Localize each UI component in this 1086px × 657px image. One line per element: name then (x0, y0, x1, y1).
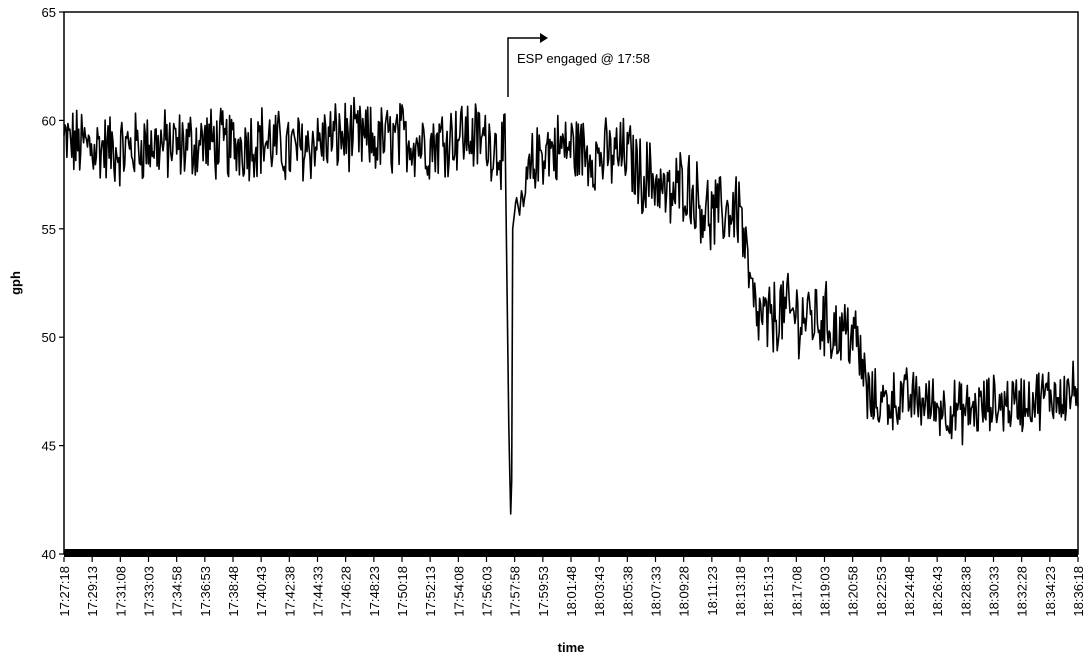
x-tick-label: 17:57:58 (508, 566, 523, 617)
x-axis-title: time (558, 640, 585, 655)
x-tick-label: 17:44:33 (311, 566, 326, 617)
x-tick-label: 18:17:08 (789, 566, 804, 617)
annotation-text: ESP engaged @ 17:58 (517, 51, 650, 66)
x-tick-label: 18:03:43 (592, 566, 607, 617)
y-axis-title: gph (8, 271, 23, 295)
x-tick-label: 17:46:28 (339, 566, 354, 617)
x-tick-label: 17:38:48 (226, 566, 241, 617)
x-tick-label: 18:28:38 (958, 566, 973, 617)
x-tick-label: 17:59:53 (536, 566, 551, 617)
x-tick-label: 17:52:13 (423, 566, 438, 617)
x-tick-label: 17:50:18 (395, 566, 410, 617)
annotation-arrowhead-icon (540, 33, 548, 43)
x-tick-label: 18:34:23 (1043, 566, 1058, 617)
series-line-gph (63, 96, 1079, 515)
x-axis: 17:27:18 17:29:13 17:31:08 17:33:03 17:34:58… (57, 549, 1086, 617)
x-tick-label: 17:42:38 (282, 566, 297, 617)
x-tick-label: 17:56:03 (480, 566, 495, 617)
annotation-arrow-icon (507, 37, 540, 97)
plot-frame (63, 11, 1079, 555)
x-tick-label: 18:26:43 (930, 566, 945, 617)
x-tick-label: 17:27:18 (57, 566, 72, 617)
y-tick-label: 65 (42, 5, 56, 20)
x-tick-label: 18:11:23 (705, 566, 720, 616)
y-axis: 40 45 50 55 60 65 (42, 5, 64, 562)
x-tick-label: 18:30:33 (987, 566, 1002, 617)
y-tick-label: 50 (42, 330, 56, 345)
y-tick-label: 55 (42, 222, 56, 237)
x-tick-label: 17:40:43 (254, 566, 269, 617)
annotation-esp-engaged: ESP engaged @ 17:58 (507, 33, 650, 97)
x-tick-label: 17:48:23 (367, 566, 382, 617)
x-tick-label: 18:22:53 (874, 566, 889, 617)
x-tick-label: 18:05:38 (620, 566, 635, 617)
x-tick-label: 18:09:28 (677, 566, 692, 617)
x-tick-label: 17:34:58 (170, 566, 185, 617)
x-tick-label: 18:13:18 (733, 566, 748, 617)
x-tick-label: 18:20:58 (846, 566, 861, 617)
x-axis-baseline (64, 549, 1078, 557)
x-tick-label: 18:01:48 (564, 566, 579, 617)
x-tick-label: 18:24:48 (902, 566, 917, 617)
y-tick-label: 40 (42, 547, 56, 562)
x-tick-label: 17:29:13 (85, 566, 100, 617)
y-tick-label: 45 (42, 439, 56, 454)
x-tick-label: 18:15:13 (761, 566, 776, 617)
x-tick-label: 18:36:18 (1071, 566, 1086, 617)
x-tick-label: 17:31:08 (113, 566, 128, 617)
x-tick-label: 17:33:03 (142, 566, 157, 617)
x-tick-label: 18:07:33 (649, 566, 664, 617)
x-tick-label: 18:32:28 (1015, 566, 1030, 617)
x-tick-label: 17:36:53 (198, 566, 213, 617)
x-tick-label: 18:19:03 (818, 566, 833, 617)
x-tick-label: 17:54:08 (451, 566, 466, 617)
y-tick-label: 60 (42, 113, 56, 128)
